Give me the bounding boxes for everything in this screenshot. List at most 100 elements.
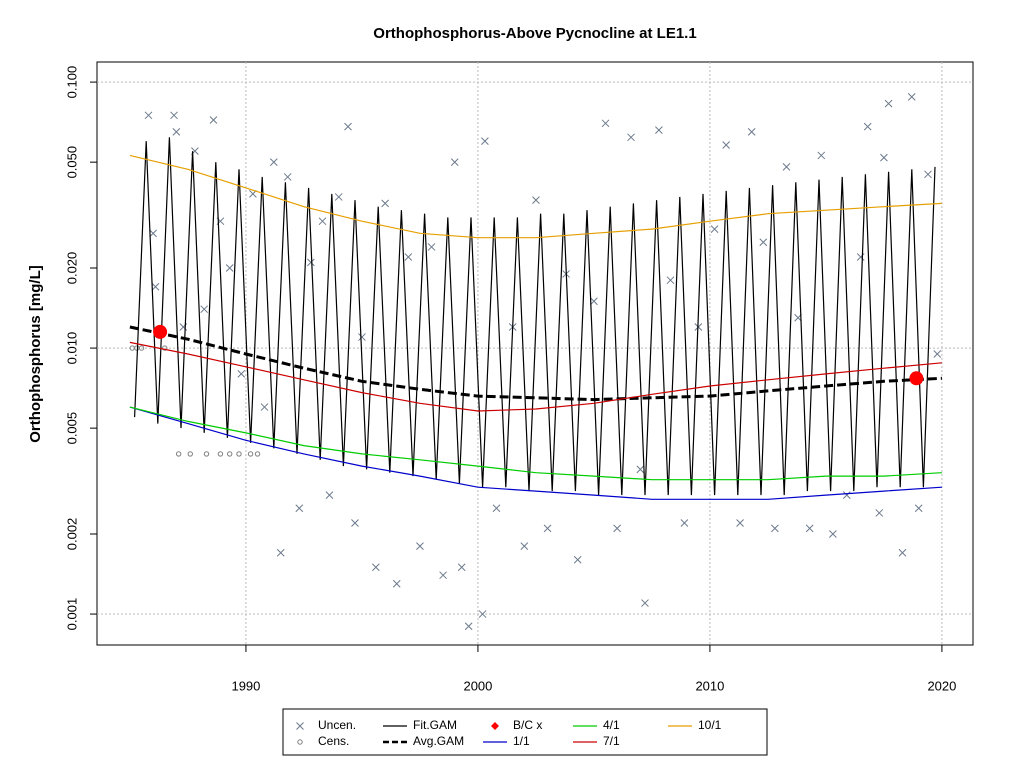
censored-point [187, 451, 193, 457]
uncensored-point [404, 253, 413, 261]
uncensored-point [710, 225, 719, 233]
uncensored-point [520, 542, 529, 551]
uncensored-point [457, 563, 466, 572]
average-line [129, 325, 942, 402]
uncensored-point [680, 519, 689, 527]
uncensored-point [492, 504, 501, 513]
legend-label: 4/1 [603, 718, 620, 732]
uncensored-point [782, 163, 791, 171]
censored-point [254, 451, 261, 457]
uncensored-point [875, 509, 884, 517]
uncensored-point [914, 504, 923, 513]
uncensored-point [450, 158, 459, 167]
legend-label: 10/1 [698, 718, 722, 732]
uncensored-point [863, 122, 872, 131]
uncensored-point [573, 555, 582, 564]
x-tick-label: 1990 [231, 678, 260, 693]
legend-symbol [491, 722, 499, 730]
legend-label: Fit.GAM [413, 718, 457, 732]
trend-line [134, 137, 936, 496]
censored-point [226, 451, 233, 457]
uncensored-point [601, 119, 610, 128]
x-tick-label: 2020 [927, 678, 956, 693]
x-tick-label: 2000 [463, 678, 492, 693]
y-tick-label: 0.005 [64, 412, 79, 445]
legend-label: 7/1 [603, 734, 620, 748]
uncensored-point [392, 579, 401, 588]
trend-line [129, 154, 942, 239]
censored-point [217, 451, 224, 457]
uncensored-point [325, 491, 334, 499]
uncensored-point [880, 153, 888, 162]
uncensored-point [416, 542, 424, 551]
uncensored-point [613, 524, 621, 533]
uncensored-point [295, 504, 304, 513]
uncensored-point [641, 599, 649, 607]
legend-label: B/C x [513, 718, 542, 732]
y-tick-label: 0.002 [64, 518, 79, 551]
censored-point [138, 345, 145, 351]
uncensored-point [283, 173, 292, 181]
uncensored-point [149, 229, 157, 238]
censored-point [247, 451, 254, 457]
y-tick-label: 0.020 [64, 252, 79, 285]
legend-box [282, 708, 768, 756]
uncensored-point [666, 276, 675, 285]
trend-line [129, 341, 942, 412]
censored-point [162, 345, 168, 351]
uncensored-point [225, 264, 234, 272]
uncensored-point [334, 193, 343, 201]
uncensored-point [590, 297, 598, 306]
uncensored-point [464, 622, 473, 631]
uncensored-point [655, 126, 663, 134]
uncensored-point [276, 548, 285, 557]
uncensored-point [170, 111, 178, 120]
uncensored-point [842, 491, 851, 499]
legend-label: Avg.GAM [413, 734, 464, 748]
uncensored-point [358, 333, 366, 341]
uncensored-point [151, 282, 160, 291]
uncensored-point [209, 116, 218, 124]
uncensored-point [269, 158, 278, 167]
uncensored-point [805, 524, 814, 533]
uncensored-point [260, 403, 269, 411]
legend-symbol [297, 739, 303, 745]
legend-label: Uncen. [318, 718, 356, 732]
y-tick-label: 0.100 [64, 66, 79, 99]
uncensored-point [478, 610, 487, 618]
uncensored-point [351, 519, 359, 527]
y-axis-label: Orthophosphorus [mg/L] [27, 265, 44, 442]
uncensored-point [627, 133, 635, 142]
uncensored-point [636, 465, 645, 474]
trend-line [129, 406, 942, 481]
plot-frame [96, 61, 974, 646]
uncensored-point [439, 571, 447, 580]
uncensored-point [427, 243, 436, 251]
uncensored-point [907, 93, 916, 101]
uncensored-point [307, 258, 315, 267]
x-tick-label: 2010 [695, 678, 724, 693]
uncensored-point [771, 524, 779, 533]
uncensored-point [344, 122, 352, 131]
uncensored-point [172, 128, 181, 136]
uncensored-point [817, 151, 826, 160]
legend-label: 1/1 [513, 734, 530, 748]
uncensored-point [381, 199, 389, 208]
uncensored-point [722, 141, 731, 149]
uncensored-point [200, 305, 209, 314]
uncensored-point [543, 524, 552, 533]
censored-point [236, 451, 242, 457]
uncensored-point [736, 519, 744, 527]
uncensored-point [481, 137, 489, 145]
uncensored-point [829, 530, 837, 538]
uncensored-point [372, 563, 380, 572]
uncensored-point [532, 196, 540, 204]
chart-title: Orthophosphorus-Above Pycnocline at LE1.… [373, 25, 696, 42]
uncensored-point [884, 99, 893, 108]
y-tick-label: 0.050 [64, 146, 79, 179]
y-tick-label: 0.010 [64, 332, 79, 365]
uncensored-point [924, 170, 932, 179]
censored-point [175, 451, 182, 457]
